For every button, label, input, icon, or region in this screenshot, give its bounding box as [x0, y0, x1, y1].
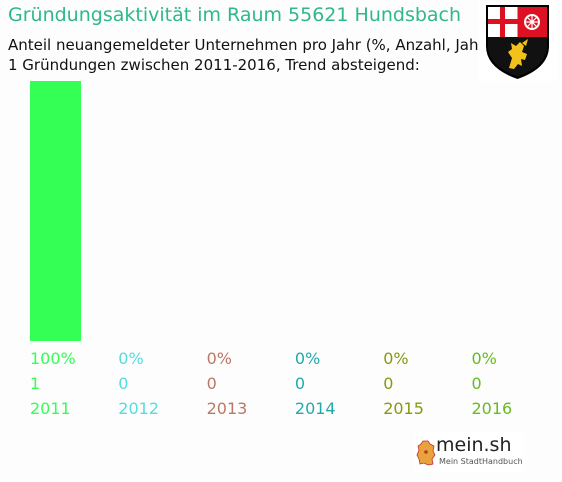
labels-layer: 100% 1 2011 0% 0 2012 0% 0 2013 0% 0 2014 0% 0 2015 0% 0…	[30, 349, 512, 418]
chart-title: Gründungsaktivität im Raum 55621 Hundsba…	[8, 4, 462, 26]
percent-label-2014: 0%	[295, 349, 320, 368]
year-label-2011: 2011	[30, 399, 71, 418]
count-label-2011: 1	[30, 374, 40, 393]
germany-map-icon	[416, 440, 436, 466]
year-label-2014: 2014	[295, 399, 336, 418]
bar-2011	[30, 81, 81, 341]
count-label-2016: 0	[472, 374, 482, 393]
percent-label-2012: 0%	[118, 349, 143, 368]
count-label-2013: 0	[207, 374, 217, 393]
year-label-2012: 2012	[118, 399, 159, 418]
count-label-2015: 0	[383, 374, 393, 393]
coat-of-arms-icon	[478, 2, 557, 81]
percent-label-2015: 0%	[383, 349, 408, 368]
percent-label-2016: 0%	[472, 349, 497, 368]
bars-layer	[30, 81, 81, 341]
count-label-2012: 0	[118, 374, 128, 393]
subtitle-line-2: 1 Gründungen zwischen 2011-2016, Trend a…	[8, 56, 420, 74]
logo-tagline: Mein StadtHandbuch	[439, 457, 523, 466]
count-label-2014: 0	[295, 374, 305, 393]
year-label-2013: 2013	[207, 399, 248, 418]
mein-sh-logo[interactable]: mein.sh Mein StadtHandbuch	[414, 432, 524, 472]
chart-subtitle: Anteil neuangemeldeter Unternehmen pro J…	[8, 35, 491, 75]
year-label-2016: 2016	[472, 399, 513, 418]
percent-label-2013: 0%	[207, 349, 232, 368]
percent-label-2011: 100%	[30, 349, 76, 368]
logo-brand: mein.sh	[436, 434, 512, 456]
subtitle-line-1: Anteil neuangemeldeter Unternehmen pro J…	[8, 36, 491, 54]
year-label-2015: 2015	[383, 399, 424, 418]
